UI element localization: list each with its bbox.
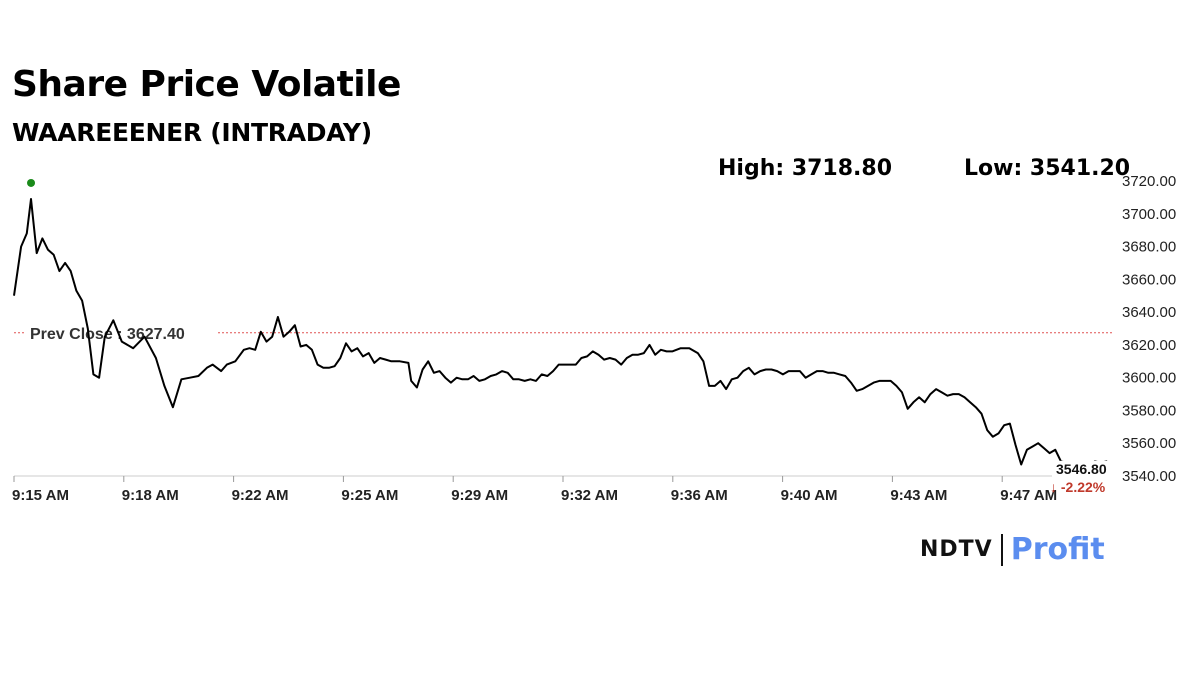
prev-close-label-bg [24, 320, 216, 343]
chart-title: Share Price Volatile [12, 64, 401, 105]
markers-group: 3546.80 ↓ -2.22% [27, 178, 1116, 495]
y-tick-label: 3720.00 [1122, 173, 1176, 190]
logo-ndtv: NDTV [920, 537, 993, 562]
change-label: ↓ -2.22% [1050, 479, 1106, 495]
y-tick-label: 3640.00 [1122, 304, 1176, 321]
x-tick-label: 9:25 AM [341, 487, 398, 504]
price-line [13, 198, 1113, 476]
x-tick-label: 9:18 AM [122, 487, 179, 504]
series-group [13, 198, 1113, 476]
ndtv-profit-logo: NDTV Profit [920, 532, 1105, 567]
prev-close-label: Prev Close : 3627.40 [30, 326, 185, 343]
y-tick-label: 3680.00 [1122, 239, 1176, 256]
x-tick-label: 9:47 AM [1000, 487, 1057, 504]
logo-profit: Profit [1010, 532, 1105, 567]
y-tick-label: 3660.00 [1122, 271, 1176, 288]
x-tick-label: 9:43 AM [890, 487, 947, 504]
y-axis: 3720.00 3700.00 3680.00 3660.00 3640.00 3620.… [1122, 173, 1176, 485]
high-marker [27, 178, 36, 187]
x-tick-label: 9:36 AM [671, 487, 728, 504]
x-tick-label: 9:22 AM [232, 487, 289, 504]
y-tick-label: 3700.00 [1122, 206, 1176, 223]
x-tick-label: 9:40 AM [781, 487, 838, 504]
chart-subtitle: WAAREEENER (INTRADAY) [12, 118, 372, 147]
prev-close-group: Prev Close : 3627.40 [14, 320, 1112, 343]
y-tick-label: 3580.00 [1122, 402, 1176, 419]
logo-separator [1000, 533, 1003, 566]
y-tick-label: 3560.00 [1122, 435, 1176, 452]
x-axis: 9:15 AM 9:18 AM 9:22 AM 9:25 AM 9:29 AM 9:32 … [12, 475, 1112, 504]
x-tick-label: 9:32 AM [561, 487, 618, 504]
y-tick-label: 3540.00 [1122, 468, 1176, 485]
y-tick-label: 3620.00 [1122, 337, 1176, 354]
x-tick-label: 9:15 AM [12, 487, 69, 504]
last-price-label: 3546.80 [1056, 461, 1107, 477]
x-tick-label: 9:29 AM [451, 487, 508, 504]
high-value: High: 3718.80 [718, 156, 893, 181]
y-tick-label: 3600.00 [1122, 370, 1176, 387]
last-price-bg [1052, 460, 1116, 479]
low-value: Low: 3541.20 [964, 156, 1131, 181]
